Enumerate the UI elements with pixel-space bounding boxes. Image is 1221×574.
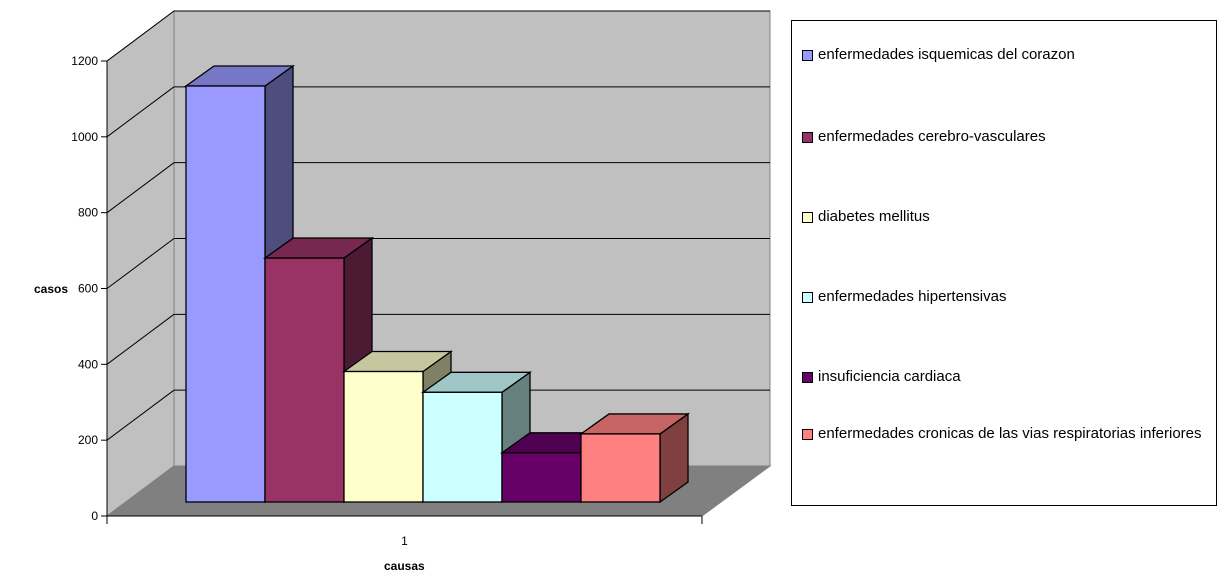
- legend-label: insuficiencia cardiaca: [818, 368, 961, 385]
- gridline-side: [106, 86, 175, 138]
- legend-swatch: [802, 132, 813, 143]
- legend-item: enfermedades isquemicas del corazon: [802, 45, 1210, 65]
- legend-item: enfermedades cerebro-vasculares: [802, 127, 1210, 147]
- chart: 0 200 400 600 800 1000 1200 1 casos causas: [34, 10, 772, 573]
- bar-6: [578, 412, 691, 504]
- y-tick-label: 400: [78, 357, 98, 371]
- x-tick-label: 1: [401, 534, 408, 548]
- legend-label: diabetes mellitus: [818, 208, 930, 225]
- legend-swatch: [802, 292, 813, 303]
- bars: [183, 64, 691, 504]
- x-axis-title: causas: [384, 559, 425, 573]
- legend-swatch: [802, 372, 813, 383]
- gridline-side: [106, 238, 175, 289]
- x-tick-labels: 1: [401, 534, 408, 548]
- legend: enfermedades isquemicas del corazon enfer…: [791, 20, 1217, 506]
- bar-front: [264, 257, 345, 503]
- y-tick-labels: 0 200 400 600 800 1000 1200: [71, 54, 107, 523]
- y-tick-label: 1200: [71, 54, 98, 68]
- bar-front: [343, 370, 424, 503]
- legend-item: diabetes mellitus: [802, 207, 1210, 227]
- legend-label: enfermedades cronicas de las vias respir…: [818, 425, 1202, 442]
- legend-swatch: [802, 50, 813, 61]
- legend-label: enfermedades cerebro-vasculares: [818, 128, 1046, 145]
- y-tick-label: 800: [78, 206, 98, 220]
- legend-item: enfermedades hipertensivas: [802, 287, 1210, 307]
- bar-4: [420, 371, 533, 504]
- gridline-side: [106, 10, 175, 62]
- y-tick-label: 0: [91, 509, 98, 523]
- legend-label: enfermedades hipertensivas: [818, 288, 1007, 305]
- legend-swatch: [802, 429, 813, 440]
- y-tick-label: 600: [78, 282, 98, 296]
- bar-front: [185, 85, 266, 503]
- legend-item: insuficiencia cardiaca: [802, 367, 1210, 387]
- y-tick-label: 200: [78, 433, 98, 447]
- y-axis-title: casos: [34, 282, 68, 296]
- gridline-side: [106, 389, 175, 441]
- gridline-side: [106, 313, 175, 365]
- gridline-side: [106, 162, 175, 214]
- legend-label: enfermedades isquemicas del corazon: [818, 46, 1075, 63]
- bar-front: [580, 433, 661, 503]
- bar-front: [422, 391, 503, 503]
- bar-front: [501, 452, 582, 503]
- legend-item: enfermedades cronicas de las vias respir…: [802, 424, 1210, 444]
- y-tick-label: 1000: [71, 130, 98, 144]
- legend-swatch: [802, 212, 813, 223]
